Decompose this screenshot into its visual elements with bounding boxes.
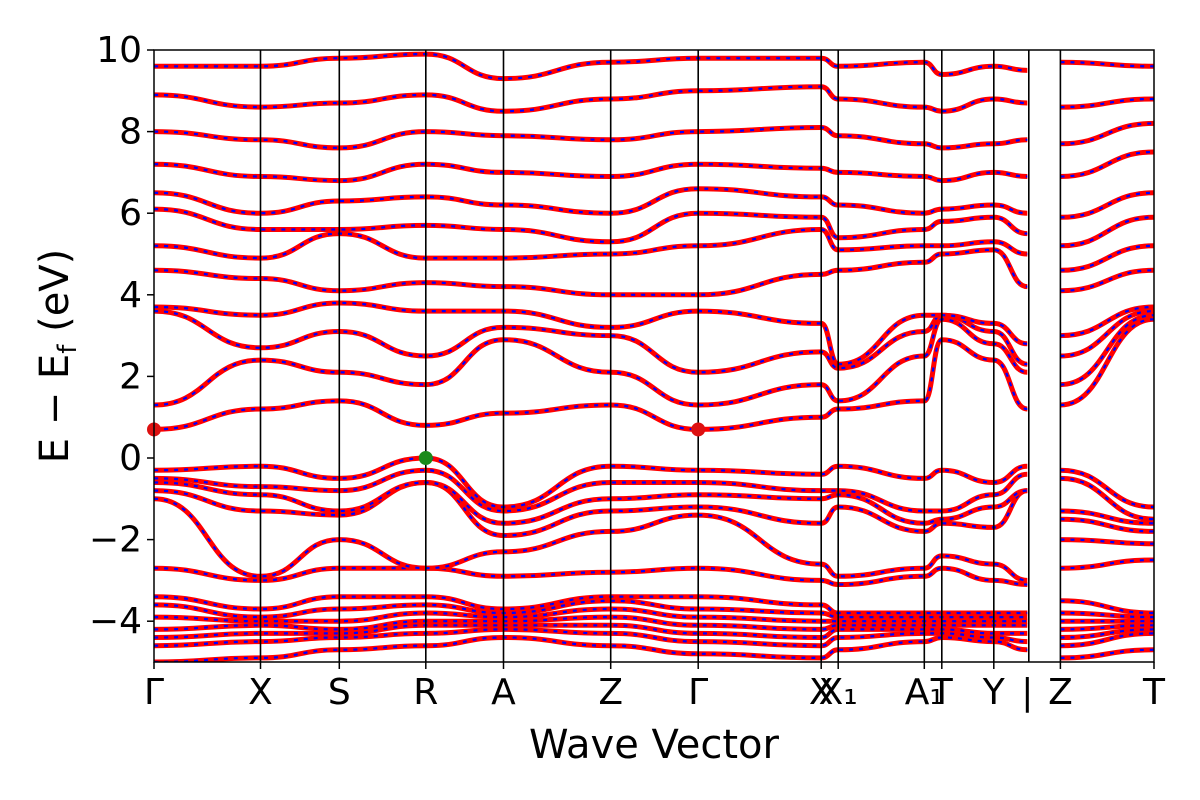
band-dash-b10 (154, 481, 1154, 537)
plot-frame (153, 49, 1155, 663)
band-dash-b24 (154, 85, 1154, 113)
y-tick-label: −4 (89, 601, 142, 642)
y-axis-ticks: −4 −2 0 2 4 6 8 10 (89, 30, 154, 642)
x-tick-label: Z (598, 672, 623, 713)
extremum-marker-3 (418, 451, 433, 465)
y-tick-label: 2 (119, 356, 142, 397)
x-tick-label: X₁ (819, 672, 858, 713)
y-tick-label: 10 (96, 30, 142, 71)
x-tick-label: Y (982, 672, 1006, 713)
band-dash-b8 (154, 558, 1154, 586)
x-tick-label: A₁ (905, 672, 944, 713)
band-dash-b13 (154, 456, 1154, 509)
band-dash-b18 (154, 248, 1154, 296)
y-tick-label: 6 (119, 193, 142, 234)
band-dash-b5 (154, 607, 1154, 623)
band-dash-b21 (154, 187, 1154, 219)
x-axis-ticks: Γ X S R A Z Γ XX₁ A₁T Y | Z T (144, 662, 1166, 713)
y-tick-label: −2 (89, 520, 142, 561)
band-dash-b17 (154, 301, 1154, 366)
x-axis-title: Wave Vector (529, 722, 780, 768)
band-dash-b4 (154, 615, 1154, 631)
kpoint-lines-layer (259, 50, 1062, 662)
band-dash-b23 (154, 122, 1154, 150)
band-dash-b20 (154, 208, 1154, 247)
band-dash-b3 (154, 624, 1154, 639)
band-dash-b6 (154, 599, 1154, 619)
x-tick-label: S (328, 672, 351, 713)
x-tick-label: X (809, 672, 834, 713)
band-dash-b7 (154, 595, 1154, 615)
band-dash-b11 (154, 481, 1154, 525)
band-dash-b25 (154, 52, 1154, 80)
y-tick-label: 4 (119, 275, 142, 316)
band-dash-b12 (154, 469, 1154, 521)
y-axis-title: E − Ef (eV) (32, 249, 83, 464)
y-tick-label: 8 (119, 112, 142, 153)
extremum-marker-2 (691, 422, 706, 437)
band-dash-b9 (154, 497, 1154, 582)
x-tick-label: T (1142, 672, 1166, 713)
x-tick-label: A (491, 672, 516, 713)
x-tick-label: R (413, 672, 438, 713)
x-tick-label: T (930, 672, 954, 713)
band-dash-b1 (154, 636, 1154, 662)
x-tick-label: Γ (688, 672, 708, 713)
band-dash-b22 (154, 150, 1154, 182)
y-tick-label: 0 (119, 438, 142, 479)
band-dash-b19 (154, 228, 1154, 272)
x-tick-label: X (248, 672, 273, 713)
x-tick-label: | (1021, 672, 1033, 713)
band-dash-b2 (154, 628, 1154, 647)
band-dash-b15 (154, 314, 1154, 407)
band-dash-b14 (154, 318, 1154, 431)
x-tick-label: Γ (144, 672, 164, 713)
x-tick-label: Z (1048, 672, 1073, 713)
